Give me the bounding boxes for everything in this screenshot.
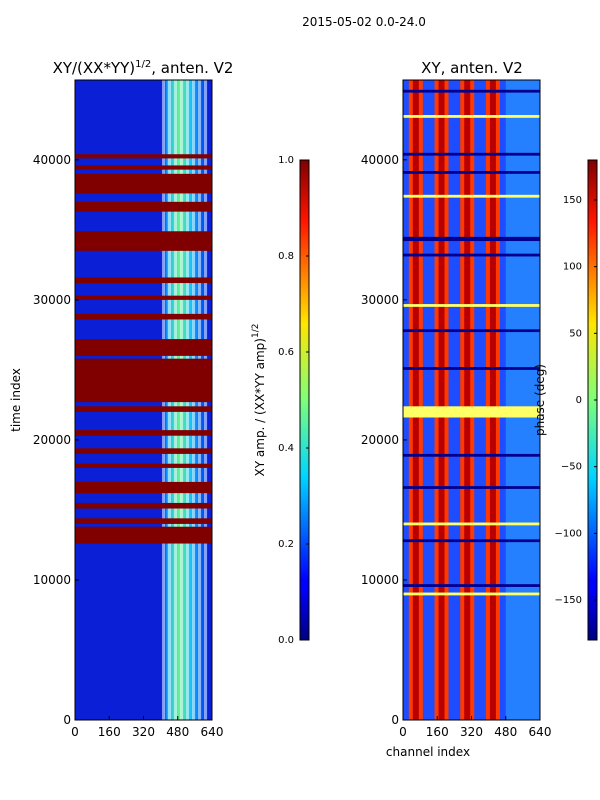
x-tick-label: 0: [71, 725, 79, 739]
y-tick-label: 20000: [361, 433, 399, 447]
amplitude-title-main: XY/(XX*YY): [53, 59, 136, 77]
phase-colorbar-label: phase (deg): [533, 364, 547, 436]
colorbar-tick-label: −100: [555, 528, 582, 539]
phase-flagged-bands: [403, 89, 540, 596]
colorbar-tick-label: 0.2: [278, 539, 294, 550]
colorbar-tick-label: 0.6: [278, 347, 294, 358]
saturated-band: [75, 448, 212, 454]
flagged-band: [403, 522, 540, 526]
amplitude-saturated-bands: [75, 154, 212, 544]
y-tick-label: 40000: [361, 153, 399, 167]
flagged-band: [403, 152, 540, 156]
x-tick-label: 320: [132, 725, 155, 739]
saturated-band: [75, 277, 212, 284]
y-tick-label: 30000: [361, 293, 399, 307]
flagged-band: [403, 453, 540, 457]
saturated-band: [75, 463, 212, 468]
colorbar-tick-label: 1.0: [278, 155, 294, 166]
colorbar-tick-label: 0.8: [278, 251, 294, 262]
flagged-band: [403, 486, 540, 489]
saturated-band: [75, 406, 212, 412]
flagged-band: [403, 194, 540, 198]
y-tick-label: 0: [63, 713, 71, 727]
phase-stripe-core: [489, 80, 496, 720]
saturated-band: [75, 481, 212, 494]
saturated-band: [75, 339, 212, 356]
flagged-band: [403, 367, 540, 370]
colorbar-tick-label: 0.4: [278, 443, 294, 454]
phase-colorbar: −150 −100 −50 0 50 100 150 phase (deg): [533, 159, 598, 641]
saturated-band: [75, 502, 212, 509]
saturated-band: [75, 358, 212, 403]
amplitude-panel: XY/(XX*YY)1/2, anten. V2 0 160 320 480 640 0 1…: [9, 59, 233, 739]
phase-panel: XY, anten. V2 0 160 320 480 640 0 10000 20000 30…: [361, 59, 552, 759]
amplitude-title-suffix: , anten. V2: [151, 59, 233, 77]
flagged-band: [403, 406, 540, 418]
amplitude-title: XY/(XX*YY)1/2, anten. V2: [53, 59, 234, 77]
flagged-band: [403, 584, 540, 587]
x-tick-label: 160: [98, 725, 121, 739]
colorbar-tick-label: 0: [576, 395, 582, 406]
colorbar-tick-label: 150: [563, 195, 582, 206]
flagged-band: [403, 89, 540, 93]
amplitude-colorbar-label-main: XY amp. / (XX*YY amp): [253, 338, 267, 476]
saturated-band: [75, 173, 212, 194]
amplitude-colorbar-ticks: 0.0 0.2 0.4 0.6 0.8 1.0: [278, 155, 309, 646]
x-tick-label: 0: [399, 725, 407, 739]
saturated-band: [75, 201, 212, 212]
saturated-band: [75, 231, 212, 251]
y-tick-label: 30000: [33, 293, 71, 307]
amplitude-colorbar-label-exponent: 1/2: [251, 324, 261, 338]
colorbar-tick-label: −50: [561, 462, 582, 473]
x-tick-label: 480: [166, 725, 189, 739]
amplitude-ticks: 0 160 320 480 640 0 10000 20000 30000 40000: [33, 153, 224, 739]
phase-title: XY, anten. V2: [421, 59, 523, 77]
flagged-band: [403, 592, 540, 596]
y-tick-label: 20000: [33, 433, 71, 447]
suptitle: 2015-05-02 0.0-24.0: [302, 15, 426, 29]
colorbar-tick-label: 50: [569, 328, 582, 339]
phase-stripe-core: [438, 80, 445, 720]
phase-stripe-core: [464, 80, 471, 720]
colorbar-tick-label: 0.0: [278, 635, 294, 646]
amplitude-title-exponent: 1/2: [135, 59, 151, 70]
flagged-band: [403, 329, 540, 333]
saturated-band: [75, 526, 212, 544]
colorbar-tick-label: −150: [555, 595, 582, 606]
x-tick-label: 640: [201, 725, 224, 739]
flagged-band: [403, 304, 540, 307]
flagged-band: [403, 253, 540, 257]
y-tick-label: 10000: [33, 573, 71, 587]
phase-stripe-core: [412, 80, 419, 720]
amplitude-colorbar-label: XY amp. / (XX*YY amp)1/2: [251, 324, 267, 477]
colorbar-tick-label: 100: [563, 262, 582, 273]
phase-noisy-region: [505, 80, 540, 720]
saturated-band: [75, 154, 212, 159]
y-tick-label: 0: [391, 713, 399, 727]
saturated-band: [75, 165, 212, 170]
x-tick-label: 480: [494, 725, 517, 739]
y-tick-label: 40000: [33, 153, 71, 167]
saturated-band: [75, 313, 212, 320]
saturated-band: [75, 518, 212, 524]
flagged-band: [403, 236, 540, 242]
amplitude-colorbar-gradient: [299, 159, 310, 641]
flagged-band: [403, 171, 540, 174]
phase-ticks: 0 160 320 480 640 0 10000 20000 30000 40000: [361, 153, 552, 739]
saturated-band: [75, 295, 212, 300]
x-tick-label: 160: [426, 725, 449, 739]
y-tick-label: 10000: [361, 573, 399, 587]
phase-xlabel: channel index: [386, 745, 470, 759]
phase-colorbar-ticks: −150 −100 −50 0 50 100 150: [555, 195, 597, 606]
amplitude-colorbar: 0.0 0.2 0.4 0.6 0.8 1.0 XY amp. / (XX*YY amp)…: [251, 155, 310, 646]
saturated-band: [75, 430, 212, 436]
amplitude-ylabel: time index: [9, 368, 23, 432]
flagged-band: [403, 115, 540, 118]
flagged-band: [403, 539, 540, 543]
x-tick-label: 640: [529, 725, 552, 739]
x-tick-label: 320: [460, 725, 483, 739]
